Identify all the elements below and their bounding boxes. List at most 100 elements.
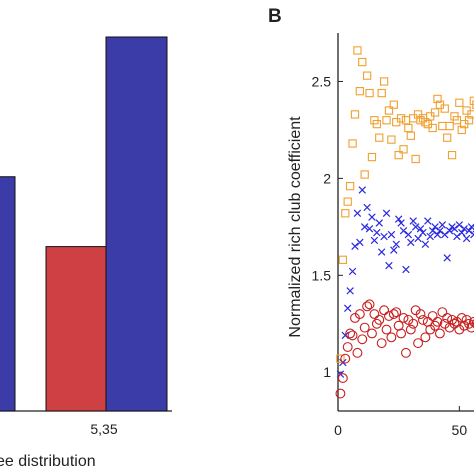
circle-point	[449, 318, 460, 329]
x-point	[419, 228, 427, 237]
x-point	[426, 232, 434, 241]
circle-point	[376, 338, 387, 349]
circle-point	[347, 330, 358, 341]
circle-point	[391, 307, 402, 318]
square-point	[389, 100, 398, 109]
x-point	[343, 304, 352, 312]
square-point	[411, 154, 420, 164]
circle-point	[442, 313, 453, 323]
x-point	[458, 228, 466, 237]
x-point	[436, 226, 444, 235]
scatter-y-axis-label: Normalized rich club coefficient	[287, 116, 304, 338]
bar-0-1	[0, 176, 16, 412]
scatter-axes: 1 1.5 2 2.5 0 50	[312, 33, 474, 438]
circle-point	[396, 328, 407, 339]
x-point	[438, 221, 447, 229]
circle-point	[367, 328, 377, 339]
circle-point	[398, 313, 409, 323]
square-point	[377, 88, 386, 98]
circle-point	[352, 347, 363, 358]
circle-point	[459, 320, 470, 331]
y-tick-label: 2	[323, 170, 331, 186]
square-point	[350, 110, 360, 119]
circle-point	[342, 342, 353, 352]
x-point	[351, 242, 359, 250]
circle-point	[354, 309, 365, 320]
x-point	[428, 226, 437, 235]
x-point	[424, 217, 432, 225]
square-point	[367, 152, 377, 162]
square-point	[457, 125, 466, 135]
square-point	[464, 116, 474, 125]
square-point	[430, 108, 440, 117]
square-point	[379, 77, 389, 86]
x-point	[465, 226, 473, 235]
square-point	[375, 133, 384, 142]
circle-point	[340, 353, 351, 364]
scatter-points	[335, 46, 474, 399]
x-point	[445, 226, 454, 235]
x-point	[353, 209, 362, 218]
square-point	[399, 145, 408, 154]
x-point	[365, 225, 374, 233]
square-point	[406, 131, 415, 140]
x-point	[373, 228, 381, 237]
x-tick-label: 50	[452, 422, 468, 438]
square-point	[362, 71, 372, 80]
square-point	[348, 139, 357, 148]
x-point	[390, 246, 398, 254]
x-point	[462, 234, 471, 243]
x-point	[380, 232, 388, 241]
x-point	[356, 238, 364, 247]
circle-point	[381, 324, 392, 335]
x-point	[370, 236, 379, 245]
square-point	[343, 197, 352, 206]
y-tick-label: 1	[323, 364, 331, 380]
square-point	[447, 150, 457, 160]
square-point	[445, 121, 454, 131]
x-point	[460, 225, 468, 233]
x-point	[394, 215, 403, 223]
x-point	[375, 219, 383, 227]
square-point	[421, 118, 430, 127]
square-point	[428, 123, 437, 133]
circle-point	[345, 328, 356, 339]
x-point	[360, 223, 369, 231]
circle-point	[386, 332, 397, 343]
bar-group	[0, 36, 168, 412]
square-point	[382, 116, 391, 125]
square-point	[384, 106, 394, 115]
square-point	[467, 110, 474, 119]
square-point	[455, 98, 464, 107]
bar-1-1	[105, 36, 168, 412]
square-point	[401, 116, 411, 125]
circle-point	[362, 301, 373, 312]
y-tick-label: 2.5	[312, 73, 332, 89]
x-point	[431, 223, 439, 231]
circle-point	[374, 314, 385, 325]
x-point	[387, 230, 396, 239]
circle-point	[427, 311, 438, 321]
bar-1-0	[45, 246, 107, 412]
scatter-panel: B Normalized rich club coefficient 1 1.5 2…	[268, 6, 474, 438]
x-point	[397, 219, 405, 227]
x-point	[385, 261, 393, 270]
circle-point	[434, 328, 445, 339]
x-point	[441, 230, 449, 239]
x-point	[368, 213, 376, 221]
square-point	[440, 104, 449, 113]
circle-point	[335, 388, 346, 399]
square-point	[338, 255, 348, 264]
x-point	[392, 240, 400, 249]
square-point	[358, 57, 367, 67]
circle-point	[417, 314, 428, 325]
circle-point	[357, 334, 368, 345]
circle-point	[400, 347, 411, 358]
square-point	[341, 209, 350, 218]
square-point	[387, 135, 396, 144]
bar-x-axis-label: ee distribution	[0, 453, 96, 470]
x-point	[443, 254, 451, 262]
x-point	[411, 223, 420, 231]
circle-point	[364, 299, 375, 310]
